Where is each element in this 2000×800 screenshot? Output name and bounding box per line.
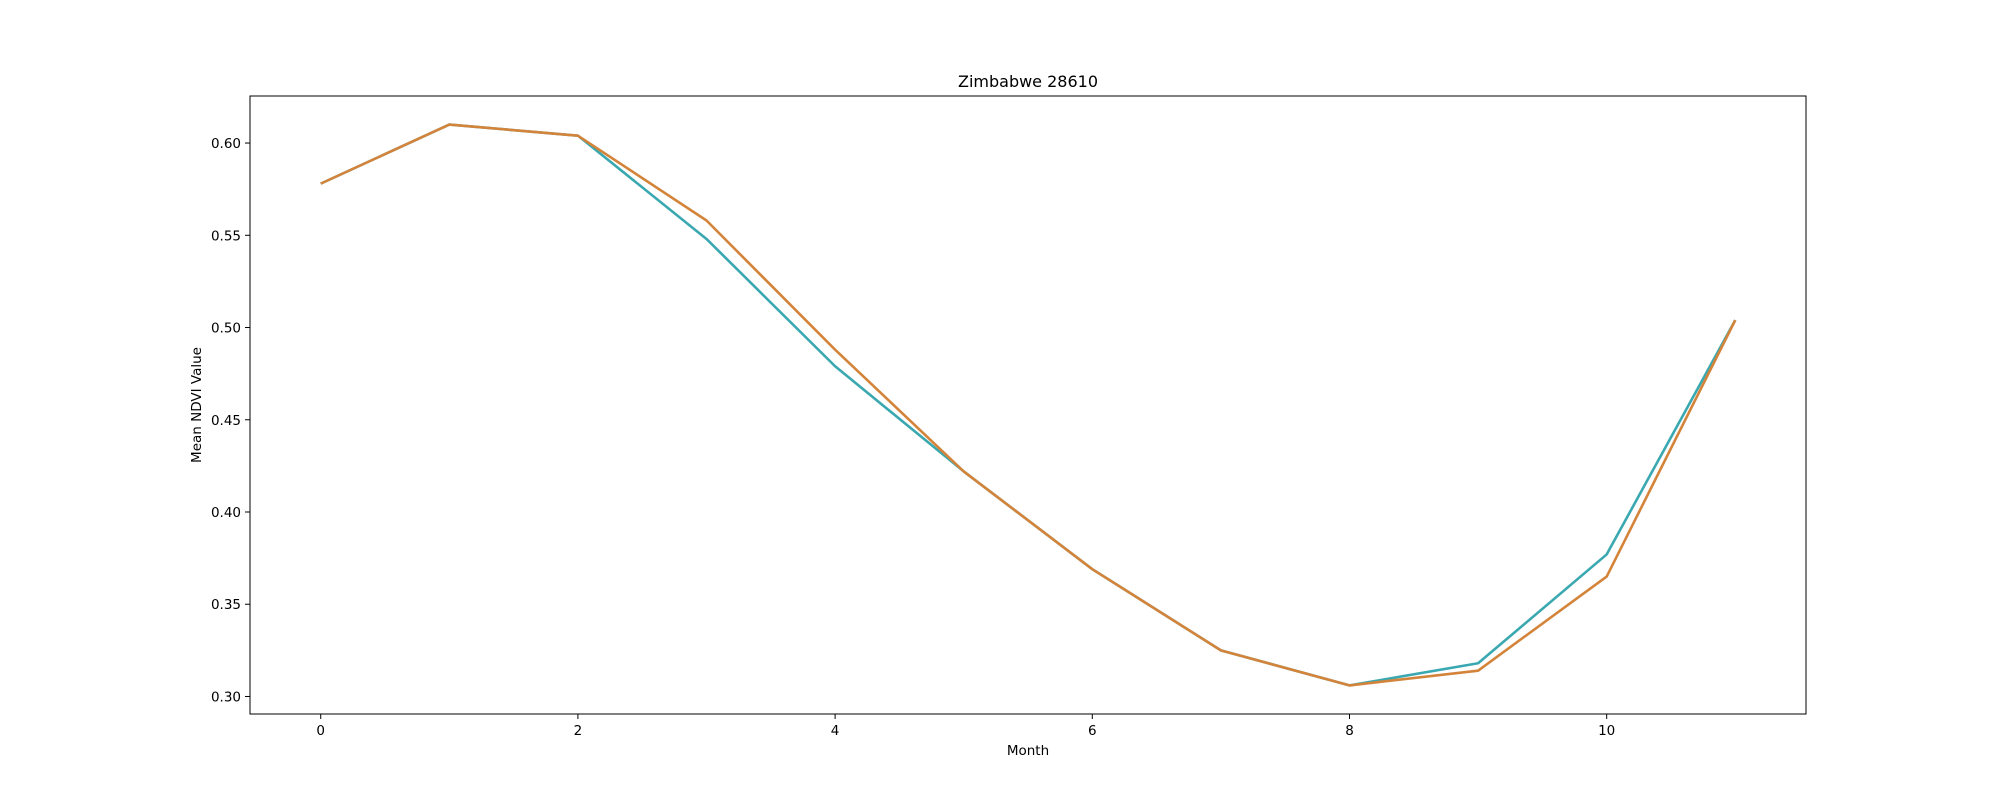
y-tick-label: 0.40: [211, 505, 241, 521]
series-line-2: [320, 123, 1737, 687]
x-tick-label: 4: [831, 723, 840, 739]
x-tick-label: 10: [1598, 723, 1615, 739]
x-axis-label: Month: [1007, 743, 1049, 759]
x-tick-label: 8: [1345, 723, 1354, 739]
y-tick-label: 0.45: [211, 413, 241, 429]
x-axis-ticks: 0 2 4 6 8 10: [316, 714, 1615, 739]
y-axis-ticks: 0.30 0.35 0.40 0.45 0.50 0.55 0.60: [211, 136, 250, 705]
series-layer: [320, 123, 1737, 687]
y-axis-label: Mean NDVI Value: [189, 347, 205, 463]
y-tick-label: 0.30: [211, 689, 241, 705]
x-tick-label: 2: [574, 723, 583, 739]
plot-frame: [249, 95, 1807, 715]
chart-title: Zimbabwe 28610: [958, 72, 1098, 91]
y-tick-label: 0.55: [211, 228, 241, 244]
y-tick-label: 0.50: [211, 321, 241, 337]
x-tick-label: 0: [316, 723, 325, 739]
y-tick-label: 0.60: [211, 136, 241, 152]
x-tick-label: 6: [1088, 723, 1097, 739]
y-tick-label: 0.35: [211, 597, 241, 613]
plot-background: [250, 96, 1806, 714]
